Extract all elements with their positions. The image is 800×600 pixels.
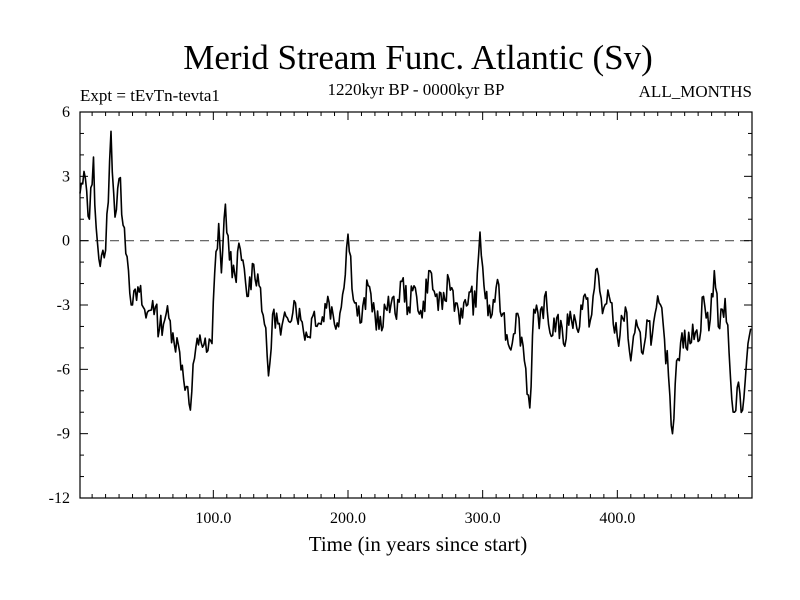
experiment-label: Expt = tEvTn-tevta1 xyxy=(80,86,220,105)
y-tick-label: -6 xyxy=(57,361,70,378)
plot-frame xyxy=(79,111,753,499)
y-tick-label: -9 xyxy=(57,426,70,443)
months-label: ALL_MONTHS xyxy=(639,82,752,101)
y-tick-label: 3 xyxy=(62,168,70,185)
x-tick-label: 200.0 xyxy=(330,510,366,527)
series-line-0 xyxy=(79,130,752,435)
x-tick-label: 400.0 xyxy=(599,510,635,527)
x-tick-label: 100.0 xyxy=(195,510,231,527)
y-tick-label: 0 xyxy=(62,233,70,250)
chart-title: Merid Stream Func. Atlantic (Sv) xyxy=(183,38,653,77)
y-tick-label: -3 xyxy=(57,297,70,314)
plot-area: 100.0 200.0 300.0 400.0 6 3 0 -3 -6 -9 -12 xyxy=(49,104,753,527)
x-tick-label: 300.0 xyxy=(465,510,501,527)
y-tick-label: -12 xyxy=(49,490,70,507)
chart-subtitle: 1220kyr BP - 0000kyr BP xyxy=(328,80,505,99)
x-axis-label: Time (in years since start) xyxy=(309,532,528,556)
y-tick-label: 6 xyxy=(62,104,70,121)
